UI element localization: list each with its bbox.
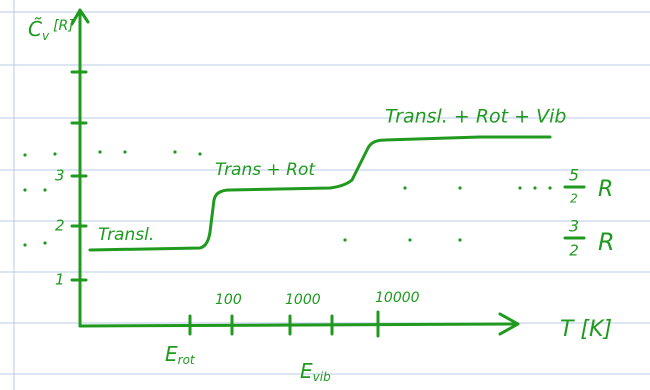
y-tick-label: 2: [55, 217, 65, 235]
level-unit: R: [598, 228, 615, 256]
energy-label: Evib: [300, 359, 331, 384]
fraction-numerator: 5: [569, 166, 579, 185]
region-label: Transl.: [98, 225, 154, 245]
level-unit: R: [598, 177, 613, 202]
x-tick-label: 1000: [285, 292, 321, 308]
fraction-numerator: 3: [569, 217, 579, 236]
y-axis-label: C̃v[R]: [28, 17, 74, 43]
fraction-denominator: 2: [569, 242, 579, 260]
ruled-paper: [0, 0, 650, 390]
y-tick-label: 3: [55, 167, 65, 185]
y-tick-label: 1: [55, 271, 65, 289]
heat-capacity-curve: [90, 137, 550, 250]
x-tick-label: 100: [215, 292, 242, 308]
region-label: Trans + Rot: [215, 160, 316, 180]
fraction-denominator: 2: [570, 192, 578, 206]
energy-label: Erot: [165, 342, 196, 367]
level-label: 5 2 R: [565, 166, 613, 206]
region-label: Transl. + Rot + Vib: [385, 106, 566, 128]
level-label: 3 2 R: [565, 217, 615, 260]
x-axis-label: T [K]: [560, 317, 612, 342]
x-tick-label: 10000: [375, 290, 420, 306]
note-page: C̃v[R] 1 2 3 100 1000 10000 T [K] Erot E…: [0, 0, 650, 390]
